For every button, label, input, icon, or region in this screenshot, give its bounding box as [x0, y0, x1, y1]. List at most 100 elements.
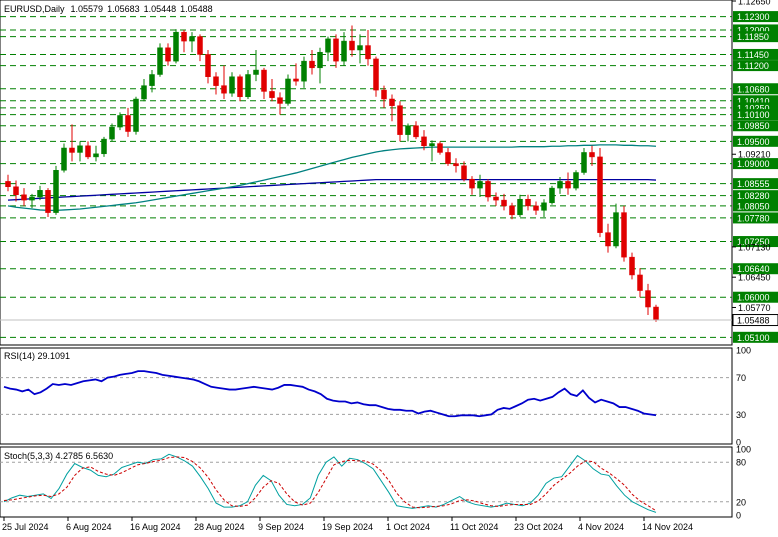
- level-price-box: [733, 263, 778, 275]
- price-pane-border: [0, 0, 733, 346]
- time-tick-label: 28 Aug 2024: [194, 522, 245, 532]
- candle-body: [181, 31, 187, 42]
- time-tick-label: 6 Aug 2024: [66, 522, 112, 532]
- level-price-label: 1.09850: [737, 121, 770, 131]
- candle-body: [541, 202, 547, 211]
- last-price-box: [732, 314, 778, 327]
- candle: [533, 201, 539, 215]
- candle-body: [493, 196, 499, 201]
- candle: [597, 148, 603, 238]
- time-tick-label: 9 Sep 2024: [258, 522, 304, 532]
- candle-body: [13, 186, 19, 196]
- level-price-label: 1.07250: [737, 237, 770, 247]
- candle-body: [485, 181, 491, 198]
- candle: [557, 176, 563, 194]
- candle: [53, 165, 59, 215]
- level-price-box: [733, 331, 778, 343]
- candle: [69, 124, 75, 162]
- indicator-tick-label: 30: [736, 410, 746, 420]
- candle-body: [533, 205, 539, 211]
- candle: [165, 43, 171, 66]
- candle: [333, 34, 339, 68]
- stochastic-content: 100 80 20 0: [0, 445, 751, 521]
- level-price-label: 1.09000: [737, 159, 770, 169]
- level-price-box: [733, 11, 778, 23]
- candle-body: [141, 85, 147, 100]
- candle-body: [277, 97, 283, 104]
- candle: [445, 148, 451, 166]
- candle-body: [157, 47, 163, 75]
- level-price-box: [733, 120, 778, 132]
- candle: [237, 74, 243, 102]
- candle: [581, 148, 587, 175]
- time-tick-label: 11 Oct 2024: [450, 522, 498, 532]
- candle-body: [293, 78, 299, 82]
- candle-body: [285, 78, 291, 104]
- candle-body: [525, 198, 531, 207]
- candle: [453, 158, 459, 173]
- level-price-box: [733, 158, 778, 170]
- level-price-label: 1.12000: [737, 25, 770, 35]
- candle-body: [109, 126, 115, 140]
- candle-body: [85, 145, 91, 158]
- candle-body: [469, 178, 475, 189]
- candle-body: [237, 76, 243, 98]
- level-price-label: 1.10680: [737, 84, 770, 94]
- level-price-label: 1.08280: [737, 191, 770, 201]
- candle: [221, 65, 227, 99]
- candle-body: [381, 89, 387, 100]
- candle-body: [309, 60, 315, 69]
- candle-body: [653, 306, 659, 321]
- candle-body: [325, 38, 331, 53]
- candle: [45, 188, 51, 218]
- candle: [373, 56, 379, 97]
- candle-body: [29, 196, 35, 201]
- indicator-tick-label: 0: [736, 438, 741, 448]
- candle-body: [517, 198, 523, 216]
- candle: [117, 112, 123, 131]
- ohlc-open: 1.05579: [71, 4, 104, 14]
- time-tick-label: 23 Oct 2024: [514, 522, 563, 532]
- time-tick-label: 16 Aug 2024: [130, 522, 181, 532]
- price-tick-label: 1.07130: [738, 242, 771, 252]
- candle: [469, 176, 475, 195]
- time-tick-label: 1 Oct 2024: [386, 522, 430, 532]
- candle-body: [53, 170, 59, 213]
- candle-body: [613, 212, 619, 247]
- candle-body: [61, 147, 67, 171]
- stochastic-pane-border: [0, 446, 733, 518]
- candle-body: [301, 60, 307, 82]
- candle-body: [205, 54, 211, 77]
- level-price-label: 1.10100: [737, 110, 770, 120]
- candle-body: [445, 152, 451, 164]
- candle: [365, 29, 371, 66]
- candle-body: [477, 181, 483, 189]
- candle: [397, 101, 403, 142]
- candle: [37, 185, 43, 201]
- candle: [61, 143, 67, 173]
- candle-body: [189, 36, 195, 42]
- candle: [485, 179, 491, 202]
- candle-body: [101, 138, 107, 155]
- candle-body: [133, 98, 139, 132]
- indicator-tick-label: 80: [736, 458, 746, 468]
- candle: [341, 32, 347, 66]
- candle: [93, 145, 99, 162]
- candle-body: [629, 256, 635, 276]
- level-price-box: [733, 178, 778, 190]
- indicator-tick-label: 0: [736, 511, 741, 521]
- candle-body: [253, 69, 259, 75]
- level-price-label: 1.05100: [737, 333, 770, 343]
- moving-average-line: [7, 144, 657, 212]
- candle-body: [397, 105, 403, 135]
- rsi-pane: 100 70 30 0 RSI(14) 29.1091: [0, 346, 751, 448]
- candle: [229, 72, 235, 97]
- candle: [541, 199, 547, 218]
- candle-body: [261, 69, 267, 92]
- candle: [549, 185, 555, 205]
- candle: [509, 202, 515, 220]
- price-tick-label: 1.06450: [738, 273, 771, 283]
- candle-body: [637, 274, 643, 291]
- candle-body: [421, 136, 427, 147]
